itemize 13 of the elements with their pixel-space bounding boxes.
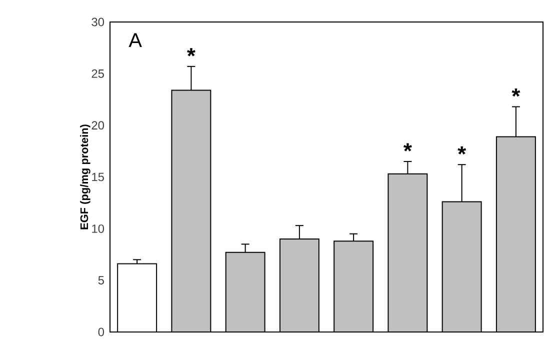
data-label: * (403, 143, 412, 152)
annotation: A (128, 33, 142, 47)
y-tick-label: 0 (98, 328, 104, 336)
y-tick-label: 20 (92, 121, 104, 130)
y-axis-title: EGF (pg/mg protein) (80, 124, 90, 230)
y-tick-label: 30 (92, 18, 104, 26)
data-label: * (458, 146, 466, 154)
data-label: * (512, 88, 520, 97)
y-tick-label: 10 (92, 224, 104, 233)
y-tick-label: 25 (92, 69, 104, 78)
y-tick-label: 5 (98, 276, 104, 284)
y-tick-label: 15 (92, 172, 104, 182)
data-label: * (186, 48, 196, 56)
